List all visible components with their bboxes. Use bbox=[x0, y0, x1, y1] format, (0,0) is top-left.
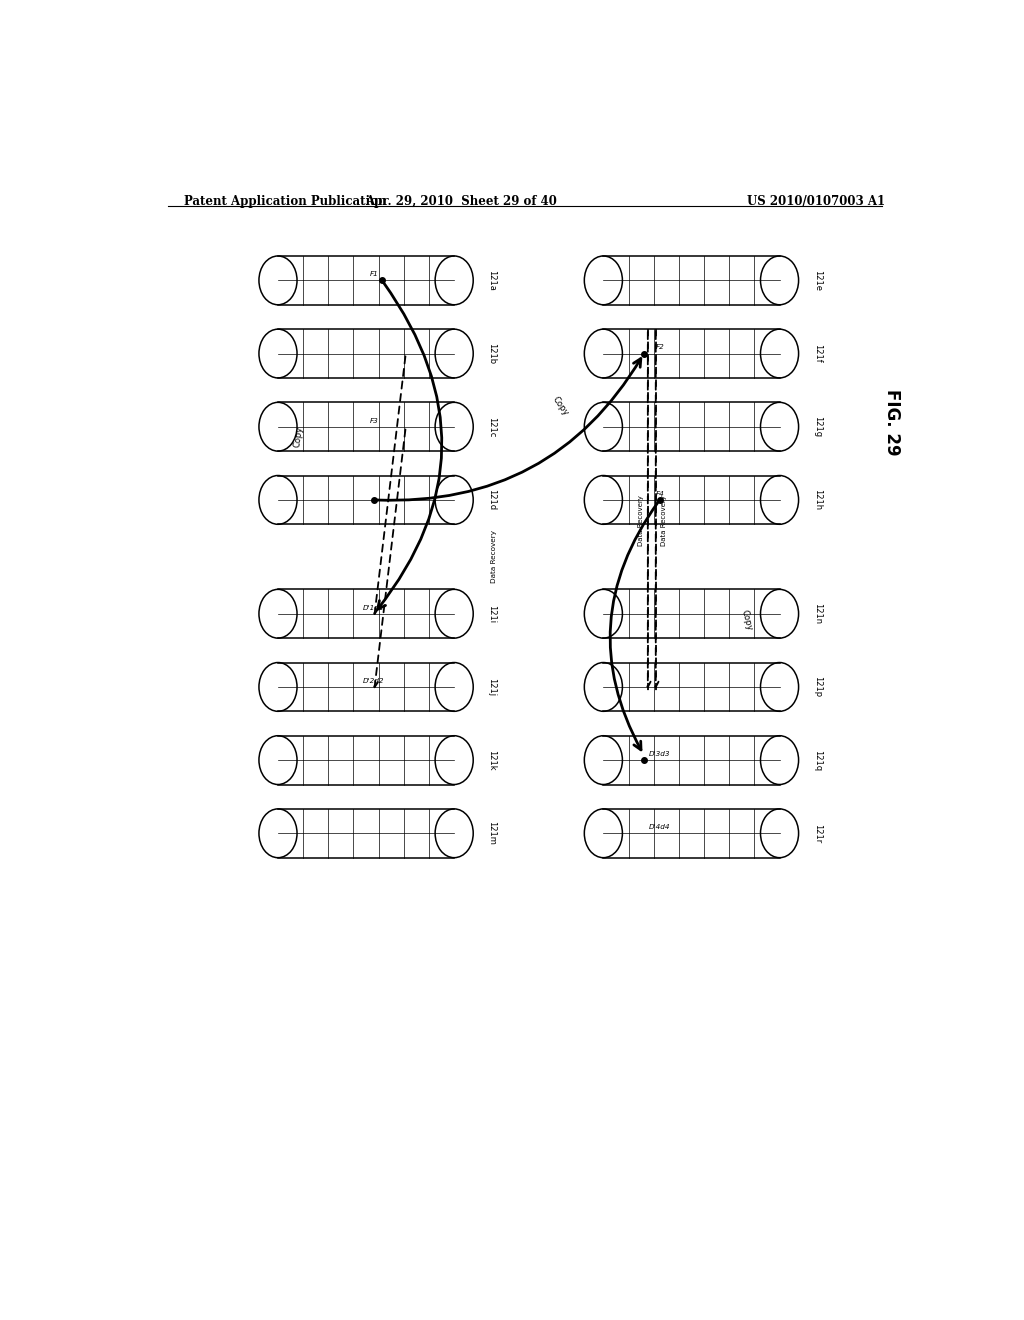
Ellipse shape bbox=[435, 663, 473, 711]
Ellipse shape bbox=[435, 475, 473, 524]
Ellipse shape bbox=[585, 475, 623, 524]
Text: F4: F4 bbox=[655, 491, 665, 496]
Bar bbox=[278, 809, 455, 858]
Text: 121b: 121b bbox=[487, 343, 497, 364]
Ellipse shape bbox=[259, 735, 297, 784]
Ellipse shape bbox=[761, 256, 799, 305]
Text: 121f: 121f bbox=[813, 345, 822, 363]
Ellipse shape bbox=[259, 329, 297, 378]
Text: Data Recovery: Data Recovery bbox=[660, 495, 667, 545]
Ellipse shape bbox=[585, 256, 623, 305]
Ellipse shape bbox=[585, 735, 623, 784]
Text: F1: F1 bbox=[370, 272, 379, 277]
Bar bbox=[603, 589, 779, 638]
Bar bbox=[603, 735, 779, 784]
Bar bbox=[603, 663, 779, 711]
Text: 121q: 121q bbox=[813, 750, 822, 771]
Ellipse shape bbox=[585, 663, 623, 711]
Ellipse shape bbox=[585, 809, 623, 858]
Ellipse shape bbox=[761, 403, 799, 451]
Ellipse shape bbox=[435, 735, 473, 784]
Ellipse shape bbox=[761, 809, 799, 858]
Text: 121n: 121n bbox=[813, 603, 822, 624]
Text: Data Recovery: Data Recovery bbox=[638, 495, 644, 545]
Bar bbox=[603, 256, 779, 305]
Bar bbox=[278, 475, 455, 524]
Ellipse shape bbox=[435, 589, 473, 638]
Ellipse shape bbox=[259, 256, 297, 305]
Ellipse shape bbox=[259, 403, 297, 451]
Text: Copy: Copy bbox=[740, 609, 754, 631]
Text: 121p: 121p bbox=[813, 676, 822, 697]
Bar bbox=[603, 329, 779, 378]
Text: 121a: 121a bbox=[487, 269, 497, 290]
Ellipse shape bbox=[259, 663, 297, 711]
Bar bbox=[603, 403, 779, 451]
Text: F3: F3 bbox=[370, 417, 379, 424]
Text: 121c: 121c bbox=[487, 417, 497, 437]
Ellipse shape bbox=[435, 809, 473, 858]
Ellipse shape bbox=[259, 809, 297, 858]
Text: D'4d4: D'4d4 bbox=[649, 824, 671, 830]
Text: FIG. 29: FIG. 29 bbox=[884, 389, 901, 455]
Text: 121j: 121j bbox=[487, 678, 497, 696]
Text: D'1d1: D'1d1 bbox=[364, 605, 385, 611]
Ellipse shape bbox=[585, 403, 623, 451]
Text: Copy: Copy bbox=[293, 425, 304, 447]
Bar bbox=[278, 663, 455, 711]
Text: Copy: Copy bbox=[551, 395, 570, 417]
Ellipse shape bbox=[761, 475, 799, 524]
Bar bbox=[278, 403, 455, 451]
Bar bbox=[278, 589, 455, 638]
Text: US 2010/0107003 A1: US 2010/0107003 A1 bbox=[748, 195, 885, 209]
Text: 121e: 121e bbox=[813, 269, 822, 290]
Ellipse shape bbox=[259, 589, 297, 638]
Ellipse shape bbox=[435, 256, 473, 305]
Text: 121r: 121r bbox=[813, 824, 822, 843]
Ellipse shape bbox=[435, 403, 473, 451]
Bar bbox=[603, 475, 779, 524]
Bar bbox=[278, 735, 455, 784]
Text: Apr. 29, 2010  Sheet 29 of 40: Apr. 29, 2010 Sheet 29 of 40 bbox=[366, 195, 557, 209]
Ellipse shape bbox=[761, 589, 799, 638]
Text: 121i: 121i bbox=[487, 605, 497, 623]
Ellipse shape bbox=[761, 663, 799, 711]
Text: 121k: 121k bbox=[487, 750, 497, 771]
Ellipse shape bbox=[761, 329, 799, 378]
Bar bbox=[603, 809, 779, 858]
Text: Patent Application Publication: Patent Application Publication bbox=[183, 195, 386, 209]
Text: 121g: 121g bbox=[813, 416, 822, 437]
Ellipse shape bbox=[761, 735, 799, 784]
Ellipse shape bbox=[259, 475, 297, 524]
Bar bbox=[278, 256, 455, 305]
Text: 121m: 121m bbox=[487, 821, 497, 845]
Text: 121d: 121d bbox=[487, 490, 497, 511]
Text: 121h: 121h bbox=[813, 490, 822, 511]
Bar bbox=[278, 329, 455, 378]
Text: Data Recovery: Data Recovery bbox=[490, 531, 497, 583]
Ellipse shape bbox=[585, 329, 623, 378]
Text: F2: F2 bbox=[655, 345, 665, 350]
Ellipse shape bbox=[585, 589, 623, 638]
Text: D'3d3: D'3d3 bbox=[649, 751, 671, 756]
Text: D'2d2: D'2d2 bbox=[364, 678, 385, 684]
Ellipse shape bbox=[435, 329, 473, 378]
